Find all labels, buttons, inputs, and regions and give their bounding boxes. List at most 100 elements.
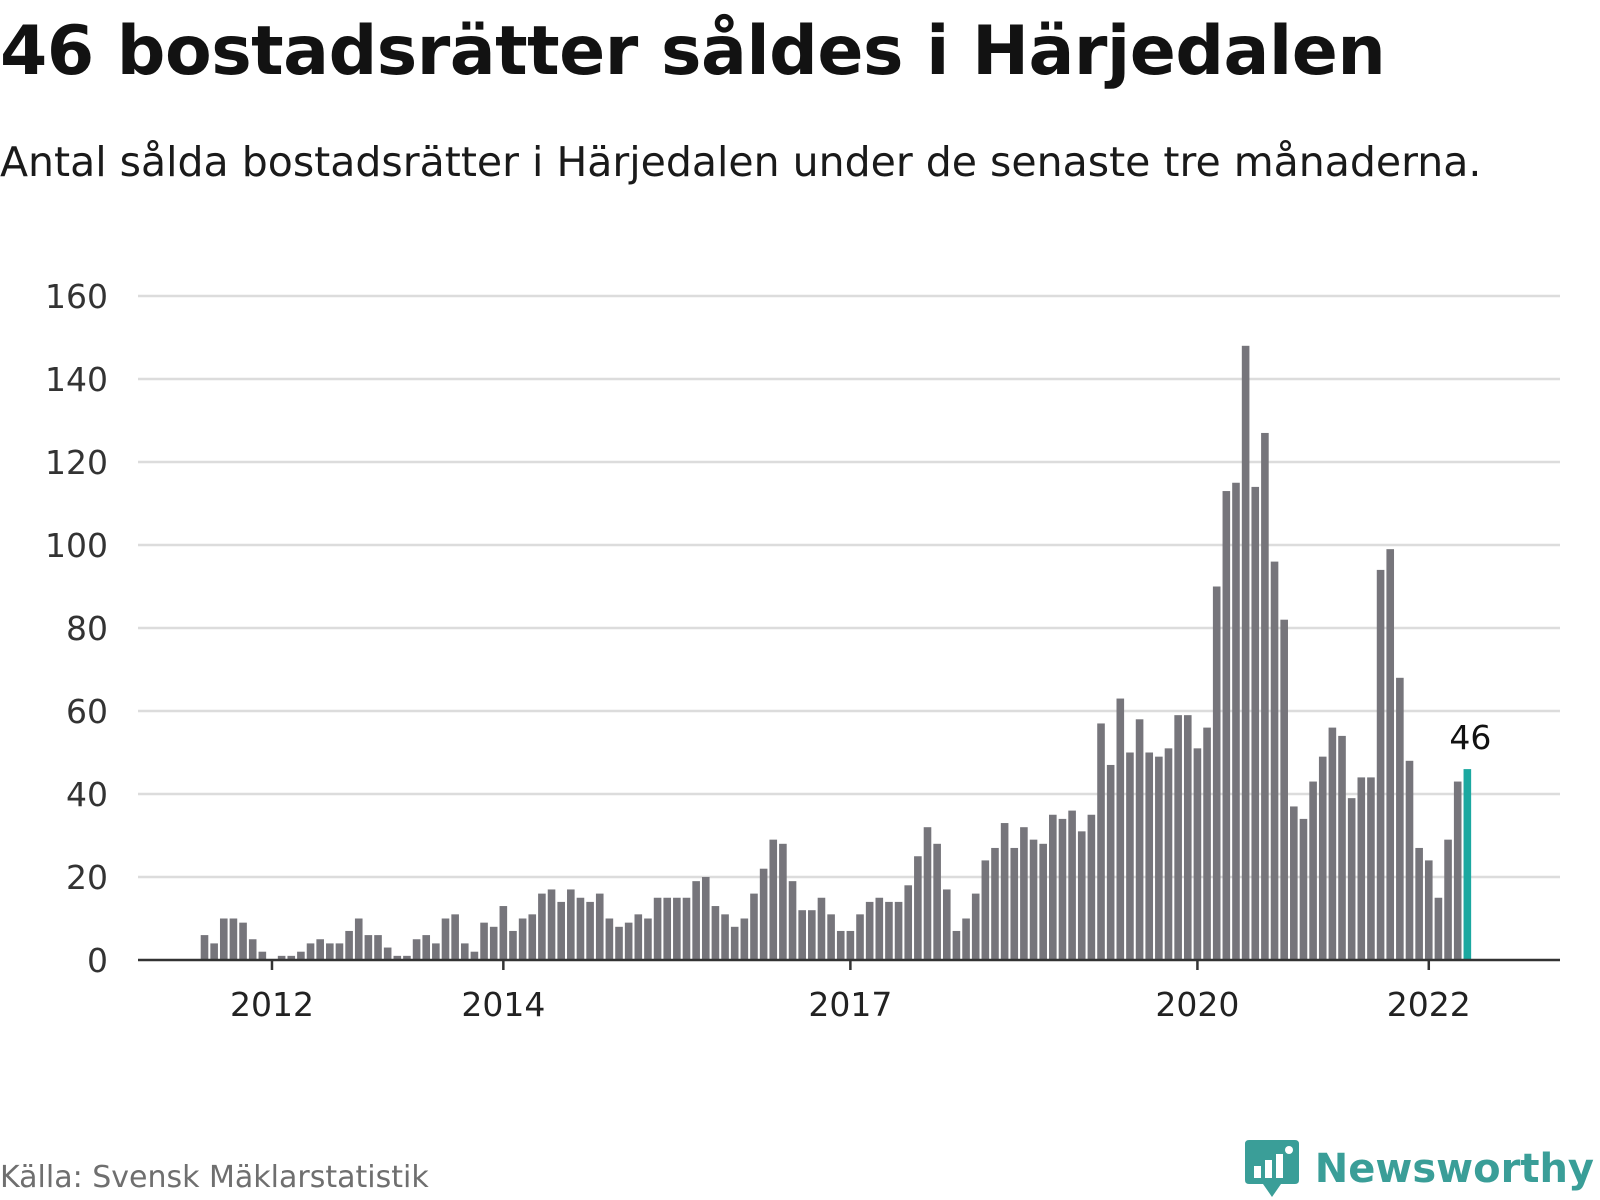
bar [624, 922, 633, 960]
bar [827, 914, 835, 960]
bar [1261, 432, 1269, 960]
bar [306, 943, 315, 960]
bar [557, 901, 565, 960]
bar [326, 943, 334, 960]
chart-subtitle: Antal sålda bostadsrätter i Härjedalen u… [0, 138, 1482, 186]
bar [759, 868, 768, 960]
bar [1174, 715, 1182, 960]
bar [1183, 715, 1192, 960]
bar [403, 955, 411, 960]
bar [894, 901, 903, 960]
x-tick-label: 2017 [808, 985, 892, 1020]
bar [422, 935, 431, 960]
bar [1222, 491, 1231, 960]
bar-highlight [1463, 769, 1472, 960]
bar [383, 947, 392, 960]
bar [297, 951, 305, 960]
bar [933, 843, 941, 960]
y-tick-label: 60 [66, 692, 108, 731]
bar [991, 847, 999, 960]
bar [730, 926, 739, 960]
bar [817, 897, 826, 960]
bar [1338, 735, 1346, 960]
bar [586, 901, 594, 960]
bar [1164, 748, 1173, 960]
bar [1309, 781, 1317, 960]
bar [711, 906, 720, 960]
bar [412, 939, 421, 960]
bar [1405, 760, 1414, 960]
bar [644, 918, 652, 960]
bar [923, 827, 932, 960]
bar [210, 943, 218, 960]
bar [836, 930, 845, 960]
bar [229, 918, 238, 960]
bar [663, 897, 672, 960]
bar [1241, 345, 1250, 960]
bar [952, 930, 961, 960]
bar [788, 881, 797, 960]
y-tick-label: 100 [45, 526, 108, 565]
data-label-latest: 46 [1449, 718, 1491, 757]
bar [1347, 798, 1356, 960]
bar [1020, 827, 1028, 960]
bar [1328, 727, 1337, 960]
bar [846, 930, 855, 960]
bar [692, 881, 700, 960]
bar [518, 918, 527, 960]
bar [393, 955, 402, 960]
bar [1000, 823, 1009, 960]
bar [1212, 586, 1221, 960]
y-tick-label: 160 [45, 277, 108, 316]
bar [1280, 619, 1288, 960]
bar [769, 839, 778, 960]
bars [200, 345, 1472, 960]
bar [615, 926, 623, 960]
bar [239, 922, 247, 960]
bar [480, 922, 488, 960]
bar [1318, 756, 1327, 960]
bar [1444, 839, 1452, 960]
bar [1290, 806, 1298, 960]
brand-logo: Newsworthy [1244, 1140, 1594, 1198]
bar [354, 918, 363, 960]
bar [1116, 698, 1125, 960]
x-tick-label: 2014 [461, 985, 545, 1020]
bar [682, 897, 691, 960]
bar [1415, 847, 1423, 960]
y-tick-label: 140 [45, 360, 108, 399]
bar [1386, 549, 1395, 960]
bar [856, 914, 864, 960]
bar [875, 897, 884, 960]
bar [248, 939, 257, 960]
bar [441, 918, 450, 960]
bar [1135, 719, 1144, 960]
bar [798, 910, 806, 960]
bar [287, 955, 296, 960]
bar [1434, 897, 1443, 960]
bar [981, 860, 990, 960]
bar [451, 914, 459, 960]
bar [1203, 727, 1211, 960]
y-tick-label: 0 [87, 941, 108, 980]
bar [634, 914, 643, 960]
bar [1424, 860, 1433, 960]
bar [547, 889, 556, 960]
bar [1251, 486, 1260, 960]
bar [1232, 482, 1240, 960]
bar [1145, 752, 1154, 960]
bar [1010, 847, 1019, 960]
bar [904, 885, 913, 960]
bar [258, 951, 267, 960]
bar [701, 877, 710, 960]
bar [364, 935, 373, 960]
chart-title: 46 bostadsrätter såldes i Härjedalen [0, 12, 1386, 91]
x-tick-label: 2012 [230, 985, 314, 1020]
bar [1077, 831, 1086, 960]
bar [1453, 781, 1462, 960]
bar [971, 893, 980, 960]
bar [808, 910, 816, 960]
y-tick-label: 120 [45, 443, 108, 482]
bar [721, 914, 729, 960]
